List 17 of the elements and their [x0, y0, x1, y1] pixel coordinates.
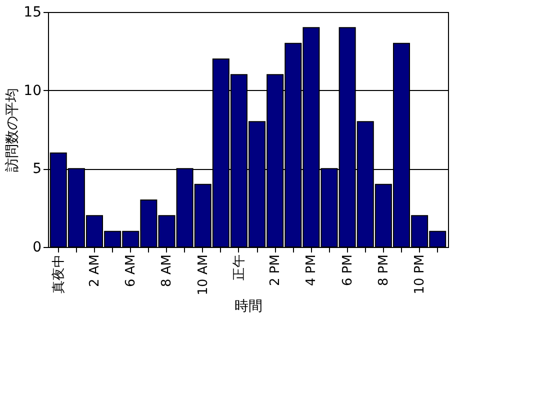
- x-tick-label: 4 PM: [304, 254, 320, 286]
- x-tick-label: 6 PM: [340, 254, 356, 286]
- x-tick-label: 2 AM: [88, 254, 102, 288]
- x-tick-label: 正午: [232, 254, 247, 280]
- x-tick-label: 真夜中: [50, 254, 66, 294]
- x-tick-label: 6 AM: [124, 254, 139, 288]
- x-axis-title: 時間: [234, 298, 262, 314]
- y-tick-label: 15: [24, 4, 42, 20]
- x-tick-label: 8 PM: [376, 254, 392, 286]
- y-tick-label: 0: [32, 240, 42, 256]
- y-axis-title: 訪問数の平均: [4, 88, 21, 172]
- y-tick-label: 5: [32, 161, 42, 178]
- x-tick-label: 2 PM: [268, 254, 284, 286]
- x-tick-label: 8 AM: [160, 254, 175, 288]
- y-tick-label: 10: [24, 82, 42, 99]
- x-tick-label: 10 PM: [412, 254, 428, 294]
- x-tick-label: 10 AM: [196, 254, 211, 296]
